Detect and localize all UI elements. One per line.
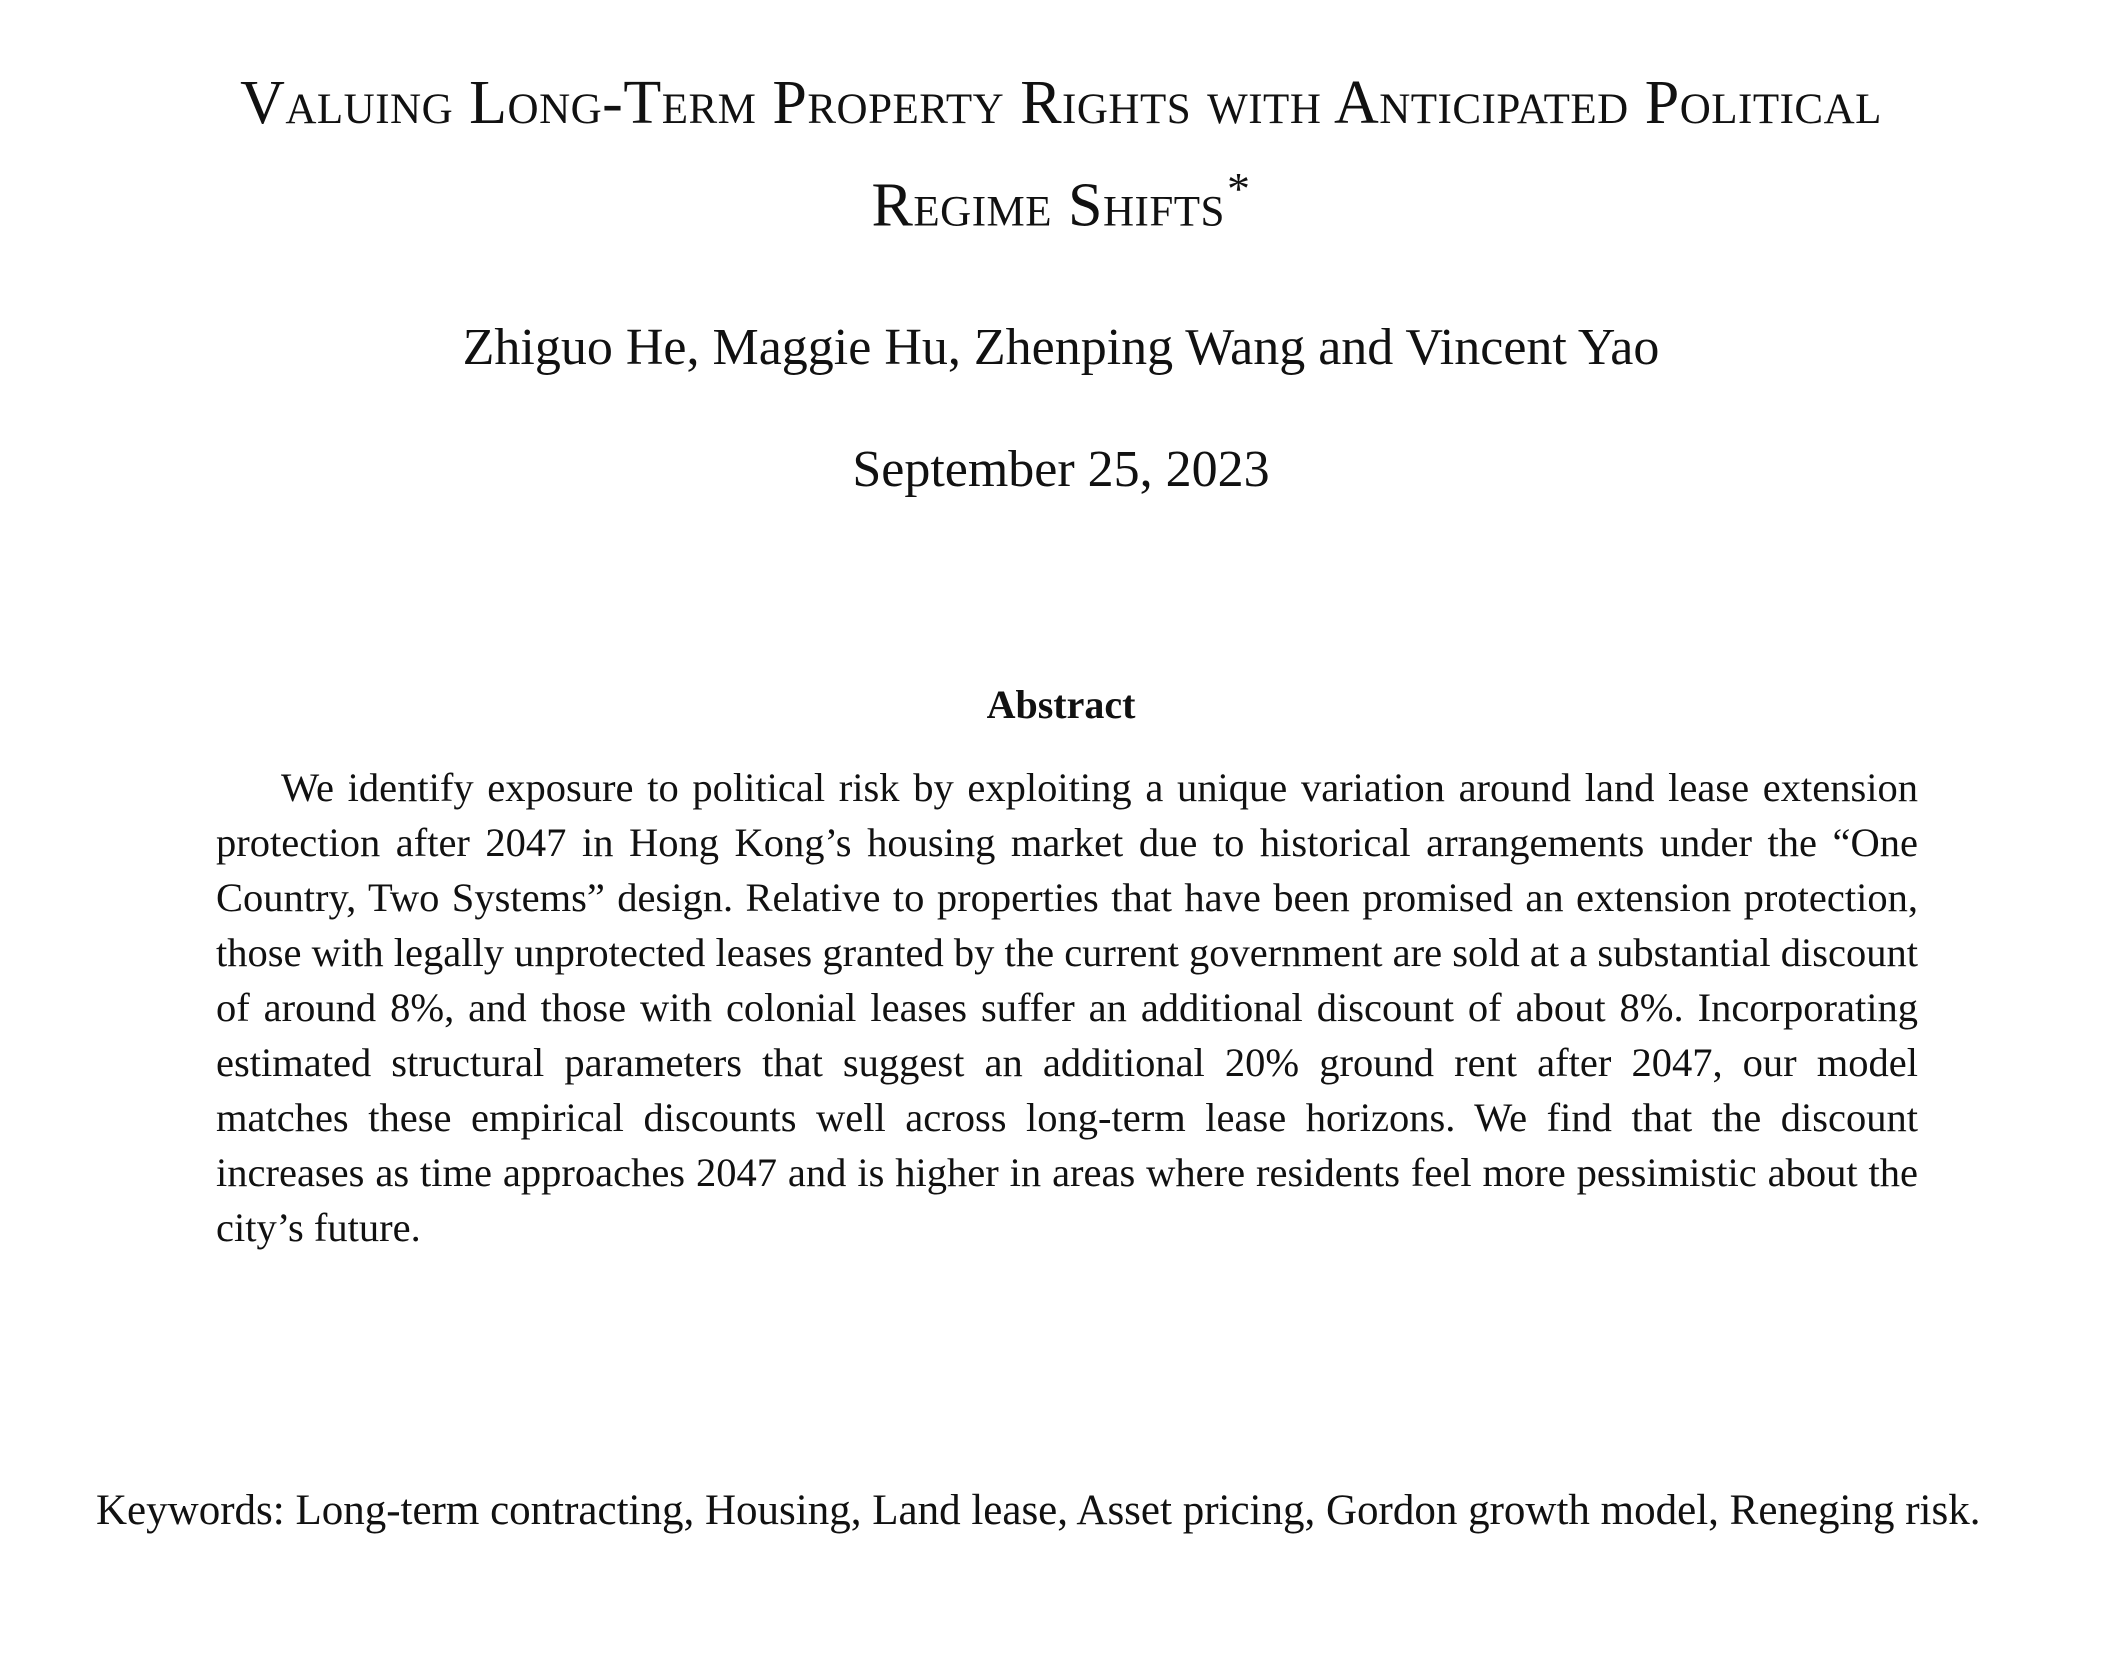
- keywords: Keywords: Long-term contracting, Housing…: [96, 1487, 1981, 1534]
- paper-title: Valuing Long-Term Property Rights with A…: [200, 60, 1922, 249]
- abstract-body: We identify exposure to political risk b…: [216, 765, 1918, 1250]
- paper-title-text: Valuing Long-Term Property Rights with A…: [240, 69, 1882, 240]
- abstract-heading: Abstract: [986, 682, 1136, 727]
- paper-date: September 25, 2023: [852, 441, 1270, 498]
- paper-authors: Zhiguo He, Maggie Hu, Zhenping Wang and …: [462, 319, 1660, 376]
- title-footnote-mark: *: [1226, 163, 1251, 214]
